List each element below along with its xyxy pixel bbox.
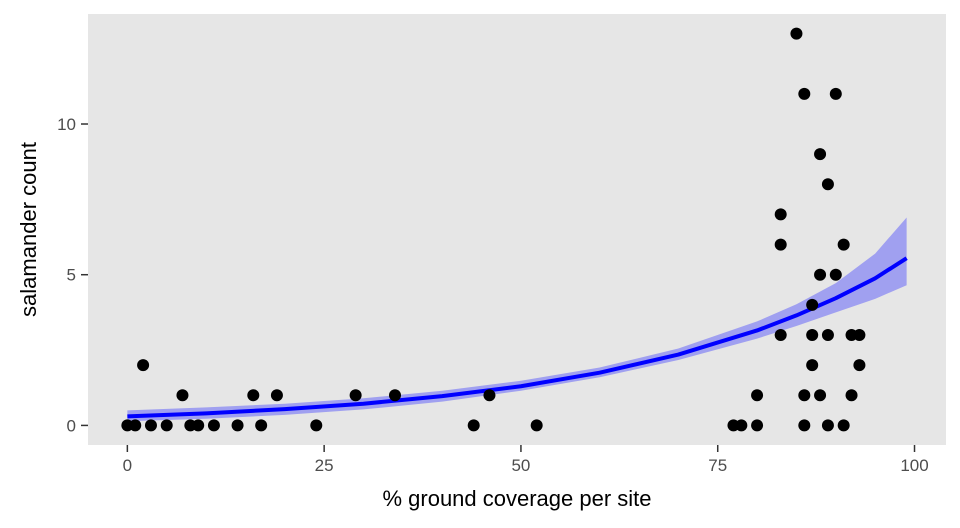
x-tick-label: 50 xyxy=(511,456,530,475)
data-point xyxy=(483,389,496,402)
data-point xyxy=(144,419,157,432)
data-point xyxy=(790,27,803,40)
y-tick-label: 10 xyxy=(57,115,76,134)
data-point xyxy=(129,419,142,432)
data-point xyxy=(798,389,811,402)
data-point xyxy=(751,389,764,402)
data-point xyxy=(853,359,866,372)
data-point xyxy=(310,419,323,432)
data-point xyxy=(255,419,268,432)
data-point xyxy=(530,419,543,432)
data-point xyxy=(137,359,150,372)
data-point xyxy=(774,238,787,251)
data-point xyxy=(853,328,866,341)
data-point xyxy=(798,87,811,100)
data-point xyxy=(829,87,842,100)
x-tick-label: 0 xyxy=(123,456,132,475)
y-axis-title: salamander count xyxy=(16,142,41,317)
data-point xyxy=(814,148,827,161)
data-point xyxy=(207,419,220,432)
data-point xyxy=(160,419,173,432)
y-tick-label: 5 xyxy=(67,266,76,285)
data-point xyxy=(247,389,260,402)
y-axis: 0 5 10 xyxy=(57,115,88,435)
data-point xyxy=(821,178,834,191)
data-point xyxy=(192,419,205,432)
data-point xyxy=(837,238,850,251)
data-point xyxy=(231,419,244,432)
data-point xyxy=(814,389,827,402)
data-point xyxy=(806,359,819,372)
data-point xyxy=(845,389,858,402)
data-point xyxy=(176,389,189,402)
data-point xyxy=(270,389,283,402)
data-point xyxy=(467,419,480,432)
data-point xyxy=(814,268,827,281)
data-point xyxy=(837,419,850,432)
x-tick-label: 100 xyxy=(900,456,928,475)
data-point xyxy=(829,268,842,281)
data-point xyxy=(349,389,362,402)
data-point xyxy=(821,419,834,432)
x-tick-label: 75 xyxy=(708,456,727,475)
x-axis: 0 25 50 75 100 xyxy=(123,445,929,475)
data-point xyxy=(751,419,764,432)
x-axis-title: % ground coverage per site xyxy=(382,486,651,511)
data-point xyxy=(774,328,787,341)
x-tick-label: 25 xyxy=(315,456,334,475)
fit-line xyxy=(127,256,908,419)
data-point xyxy=(774,208,787,221)
data-point xyxy=(806,328,819,341)
points-layer xyxy=(121,27,866,432)
data-point xyxy=(821,328,834,341)
data-point xyxy=(388,389,401,402)
data-point xyxy=(798,419,811,432)
data-point xyxy=(806,298,819,311)
plot-panel-background xyxy=(88,14,946,445)
y-tick-label: 0 xyxy=(67,416,76,435)
data-point xyxy=(735,419,748,432)
fit-line-layer xyxy=(127,256,908,419)
